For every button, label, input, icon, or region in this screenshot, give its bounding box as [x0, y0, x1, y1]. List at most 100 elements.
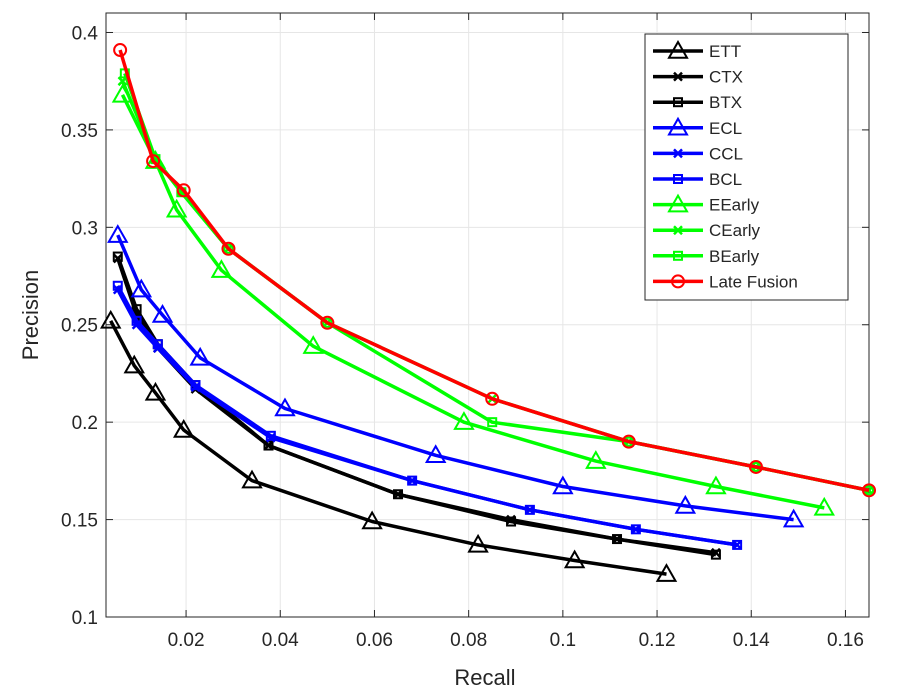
data-point-marker — [748, 459, 763, 474]
legend-label: Late Fusion — [709, 272, 798, 291]
data-point-marker — [112, 251, 123, 262]
x-tick-label: 0.16 — [827, 630, 864, 651]
legend-entry: CCL — [653, 144, 743, 163]
data-point-marker — [705, 475, 727, 495]
legend-label: CCL — [709, 144, 743, 163]
data-point-marker — [112, 280, 123, 291]
data-point-marker — [467, 533, 489, 553]
y-tick-label: 0.2 — [72, 413, 98, 434]
x-tick-label: 0.12 — [639, 630, 676, 651]
y-tick-label: 0.15 — [61, 511, 98, 532]
data-point-marker — [732, 540, 743, 550]
data-point-marker — [223, 243, 234, 254]
data-point-marker — [320, 315, 335, 330]
data-point-marker — [189, 346, 211, 366]
axes-box — [105, 12, 870, 618]
data-point-marker — [732, 539, 743, 550]
legend-marker — [673, 97, 683, 108]
data-point-marker — [524, 504, 535, 515]
legend-entry: ECL — [653, 116, 742, 138]
data-point-marker — [655, 563, 678, 582]
data-point-marker — [131, 304, 142, 315]
data-point-marker — [612, 534, 623, 545]
data-point-marker — [630, 524, 641, 535]
y-tick-label: 0.35 — [61, 121, 98, 142]
legend: ETT CTX BTX ECL CCL BCL EEarly CEarly BEarly Late… — [644, 33, 849, 301]
data-point-marker — [99, 309, 122, 329]
axes: 0.02 0.04 0.06 0.08 0.1 0.12 0.14 0.16 0.1 0.15 0.… — [61, 12, 870, 651]
data-point-marker — [144, 381, 167, 401]
legend-marker — [673, 250, 683, 261]
x-tick-label: 0.06 — [356, 630, 393, 651]
data-point-marker — [393, 489, 404, 500]
legend-marker — [673, 148, 683, 159]
series-line — [120, 94, 825, 510]
data-point-marker — [265, 430, 276, 441]
data-point-marker — [131, 315, 142, 326]
series-bcl — [112, 280, 743, 550]
legend-marker — [673, 225, 683, 236]
x-tick-label: 0.14 — [733, 630, 770, 651]
x-tick-label: 0.1 — [550, 630, 576, 651]
x-tick-label: 0.04 — [262, 630, 299, 651]
data-point-marker — [190, 380, 201, 391]
data-point-marker — [563, 549, 586, 569]
data-point-marker — [172, 418, 195, 438]
data-point-marker — [453, 411, 475, 430]
y-axis-label: Precision — [18, 270, 43, 360]
data-series — [99, 43, 876, 582]
legend-entry: EEarly — [653, 193, 760, 215]
data-point-marker — [130, 278, 153, 298]
legend-marker — [667, 116, 689, 136]
data-point-marker — [123, 354, 145, 374]
series-late-fusion — [113, 43, 876, 498]
data-point-marker — [585, 450, 607, 469]
x-axis-label: Recall — [454, 665, 515, 690]
data-point-marker — [424, 444, 447, 464]
series-line — [118, 49, 870, 493]
legend-marker — [667, 39, 689, 59]
series-line — [116, 255, 717, 557]
legend-entry: CTX — [653, 68, 743, 87]
legend-entry: BCL — [653, 170, 742, 189]
data-point-marker — [274, 397, 296, 417]
data-point-marker — [506, 516, 517, 527]
data-point-marker — [487, 417, 498, 428]
y-tick-label: 0.3 — [72, 218, 98, 239]
legend-marker — [667, 193, 689, 213]
data-point-marker — [407, 475, 418, 486]
legend-entry: BEarly — [653, 247, 760, 266]
data-point-marker — [674, 494, 697, 514]
data-point-marker — [210, 259, 233, 278]
data-point-marker — [552, 475, 574, 495]
legend-marker — [673, 71, 683, 82]
legend-label: CTX — [709, 68, 743, 87]
x-tick-label: 0.08 — [450, 630, 487, 651]
data-point-marker — [361, 510, 383, 530]
legend-label: CEarly — [709, 221, 761, 240]
data-point-marker — [107, 224, 129, 243]
legend-label: BTX — [709, 93, 742, 112]
y-tick-label: 0.25 — [61, 316, 98, 337]
data-point-marker — [485, 391, 500, 406]
legend-marker — [673, 174, 683, 184]
data-point-marker — [146, 154, 161, 169]
data-point-marker — [165, 198, 188, 218]
data-point-marker — [176, 183, 191, 198]
series-line — [116, 284, 738, 547]
legend-entry: ETT — [653, 39, 741, 61]
data-point-marker — [813, 496, 835, 516]
data-point-marker — [621, 434, 636, 449]
data-point-marker — [152, 339, 163, 350]
data-point-marker — [221, 241, 236, 256]
series-line — [116, 234, 794, 522]
legend-label: ETT — [709, 42, 741, 61]
y-tick-label: 0.4 — [72, 23, 99, 44]
data-point-marker — [710, 549, 721, 560]
data-point-marker — [862, 483, 876, 498]
legend-marker — [671, 274, 685, 289]
data-point-marker — [241, 469, 263, 489]
legend-entry: CEarly — [653, 221, 761, 240]
